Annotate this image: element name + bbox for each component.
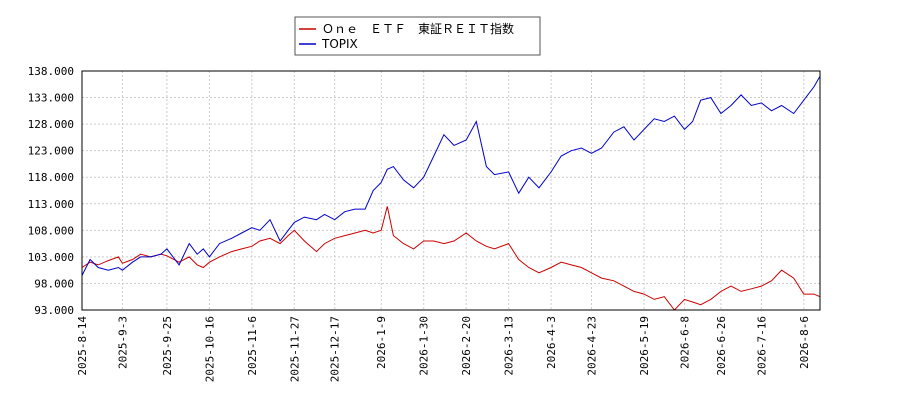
legend: Ｏｎｅ ＥＴＦ 東証ＲＥＩＴ指数 TOPIX <box>294 16 541 56</box>
x-tick-label: 2026-1-30 <box>418 316 431 376</box>
plot-frame <box>81 70 821 311</box>
y-tick-label: 93.000 <box>34 304 74 317</box>
x-tick-label: 2026-4-23 <box>586 316 599 376</box>
x-tick-label: 2025-9-3 <box>116 316 129 369</box>
x-tick-label: 2025-12-17 <box>329 316 342 382</box>
y-tick-label: 98.000 <box>34 277 74 290</box>
x-tick-label: 2026-1-9 <box>375 316 388 369</box>
legend-label-one-etf: Ｏｎｅ ＥＴＦ 東証ＲＥＩＴ指数 <box>322 21 514 36</box>
y-axis: 138.000 133.000 128.000 123.000 118.000 113.0… <box>28 65 74 317</box>
x-tick-label: 2026-6-8 <box>679 316 692 369</box>
y-tick-label: 118.000 <box>28 171 74 184</box>
y-tick-label: 133.000 <box>28 92 74 105</box>
series-line-topix <box>81 76 821 276</box>
series-lines <box>81 76 821 311</box>
x-tick-label: 2025-10-16 <box>203 316 216 382</box>
x-tick-label: 2026-5-19 <box>638 316 651 376</box>
y-tick-label: 128.000 <box>28 118 74 131</box>
x-tick-label: 2025-11-27 <box>288 316 301 382</box>
legend-box <box>294 16 541 56</box>
x-tick-label: 2026-3-13 <box>503 316 516 376</box>
y-tick-label: 103.000 <box>28 251 74 264</box>
x-tick-label: 2026-7-16 <box>755 316 768 376</box>
x-tick-label: 2026-4-3 <box>545 316 558 369</box>
x-tick-label: 2026-2-20 <box>460 316 473 376</box>
x-tick-label: 2026-6-26 <box>715 316 728 376</box>
x-axis: 2025-8-14 2025-9-3 2025-9-25 2025-10-16 2025… <box>76 316 811 383</box>
x-tick-label: 2026-8-6 <box>798 316 811 369</box>
x-tick-label: 2025-9-25 <box>161 316 174 376</box>
y-tick-label: 108.000 <box>28 224 74 237</box>
x-tick-label: 2025-11-6 <box>246 316 259 376</box>
legend-label-topix: TOPIX <box>321 37 358 51</box>
series-line-one-etf <box>81 206 821 311</box>
y-tick-label: 123.000 <box>28 145 74 158</box>
x-tick-label: 2025-8-14 <box>76 316 89 376</box>
y-tick-label: 138.000 <box>28 65 74 78</box>
y-tick-label: 113.000 <box>28 198 74 211</box>
